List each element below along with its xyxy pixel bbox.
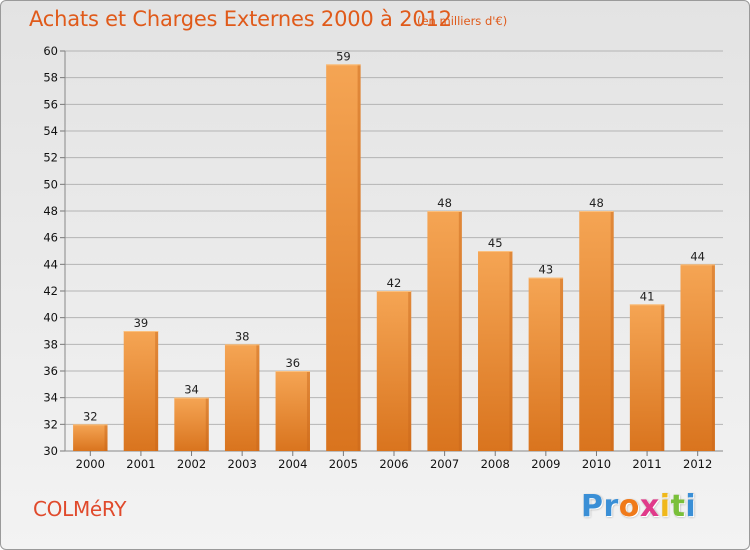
bar-shade — [610, 211, 614, 451]
y-tick-label: 30 — [43, 444, 58, 458]
logo-letter: i — [659, 489, 671, 524]
bar-shade — [205, 397, 209, 451]
y-tick-label: 50 — [43, 177, 58, 191]
bar — [629, 304, 665, 451]
y-tick-label: 52 — [43, 151, 58, 165]
chart-unit-label: (en milliers d'€) — [417, 14, 508, 28]
logo-letter: o — [618, 489, 640, 524]
bar — [680, 264, 715, 451]
x-tick-label: 2008 — [481, 457, 510, 471]
y-tick-label: 38 — [43, 337, 58, 351]
x-tick-label: 2006 — [379, 457, 408, 471]
bar-shade — [560, 277, 564, 451]
x-tick-label: 2004 — [278, 457, 307, 471]
x-tick-label: 2000 — [76, 457, 105, 471]
bar — [427, 211, 462, 451]
bar — [478, 251, 513, 451]
bar-shade — [509, 251, 513, 451]
y-tick-label: 48 — [43, 204, 58, 218]
bar — [579, 211, 614, 451]
x-tick-label: 2011 — [632, 457, 661, 471]
y-tick-label: 54 — [43, 124, 58, 138]
data-label: 39 — [134, 316, 149, 330]
data-label: 32 — [83, 409, 98, 423]
logo-letter: i — [685, 489, 697, 524]
bar-shade — [357, 64, 361, 452]
y-tick-label: 40 — [43, 311, 58, 325]
x-tick-label: 2002 — [177, 457, 206, 471]
x-tick-label: 2001 — [126, 457, 155, 471]
bar — [123, 331, 159, 451]
bars — [73, 64, 715, 452]
y-tick-label: 58 — [43, 71, 58, 85]
data-label: 45 — [488, 236, 503, 250]
bar-shade — [408, 291, 412, 451]
bar — [326, 64, 361, 452]
x-tick-label: 2007 — [430, 457, 459, 471]
logo-letter: x — [639, 489, 660, 524]
bar-shade — [711, 264, 715, 451]
bar — [174, 397, 209, 451]
labels: 32 2000 39 2001 34 2002 38 2003 36 2004 59 2005 42 20… — [76, 49, 713, 471]
x-tick-label: 2010 — [582, 457, 611, 471]
data-label: 34 — [184, 383, 199, 397]
bar-shade — [104, 424, 108, 451]
bar — [528, 277, 564, 451]
logo-letter: P — [581, 489, 604, 524]
bar — [224, 344, 260, 451]
y-tick-label: 36 — [43, 364, 58, 378]
data-label: 38 — [235, 329, 250, 343]
proxiti-logo: Proxiti — [581, 489, 696, 524]
logo-letter: t — [670, 489, 686, 524]
y-tick-label: 46 — [43, 231, 58, 245]
bar-shade — [306, 371, 310, 451]
bar-shade — [458, 211, 462, 451]
data-label: 48 — [589, 196, 604, 210]
y-tick-label: 34 — [43, 391, 58, 405]
bar — [376, 291, 412, 451]
data-label: 59 — [336, 49, 351, 63]
data-label: 41 — [640, 289, 655, 303]
data-label: 42 — [387, 276, 402, 290]
bar-shade — [256, 344, 260, 451]
bar-shade — [661, 304, 665, 451]
chart-title: Achats et Charges Externes 2000 à 2012 — [29, 7, 452, 31]
data-label: 48 — [437, 196, 452, 210]
bar — [275, 371, 310, 451]
town-name: COLMéRY — [33, 497, 127, 521]
y-tick-label: 42 — [43, 284, 58, 298]
data-label: 36 — [285, 356, 300, 370]
bar-shade — [155, 331, 159, 451]
y-tick-label: 32 — [43, 417, 58, 431]
bar — [73, 424, 108, 451]
y-tick-label: 44 — [43, 257, 58, 271]
x-tick-label: 2012 — [683, 457, 712, 471]
y-tick-label: 60 — [43, 44, 58, 58]
y-tick-label: 56 — [43, 97, 58, 111]
x-tick-label: 2009 — [531, 457, 560, 471]
logo-letter: r — [603, 489, 619, 524]
data-label: 44 — [690, 249, 705, 263]
x-tick-label: 2003 — [228, 457, 257, 471]
data-label: 43 — [539, 263, 554, 277]
x-tick-label: 2005 — [329, 457, 358, 471]
